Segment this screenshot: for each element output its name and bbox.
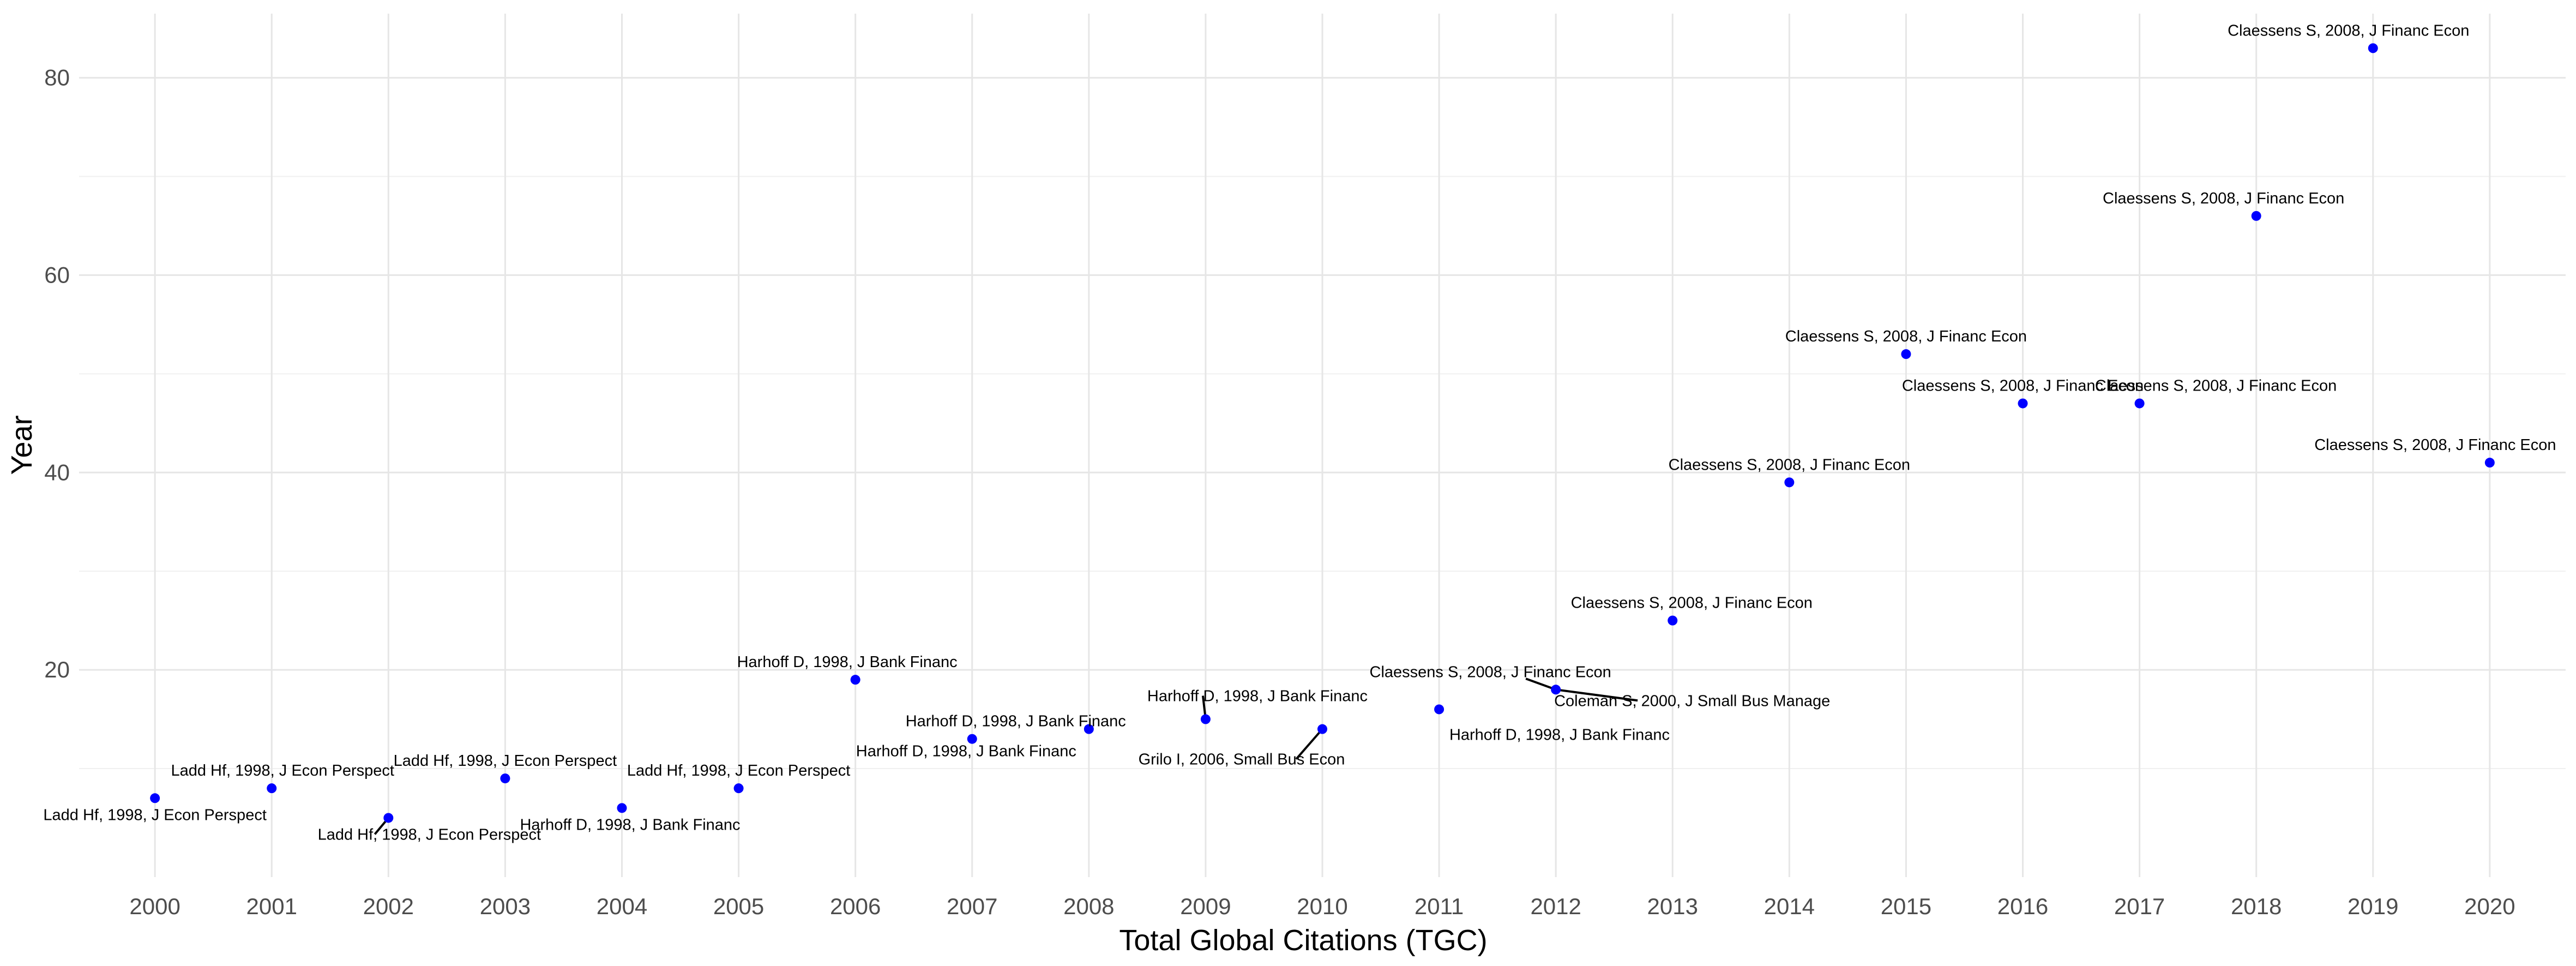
data-point <box>1668 615 1678 626</box>
x-tick-label: 2017 <box>2114 893 2165 919</box>
x-tick-label: 2013 <box>1647 893 1698 919</box>
x-tick-label: 2018 <box>2231 893 2282 919</box>
data-point <box>150 793 160 803</box>
point-label: Grilo I, 2006, Small Bus Econ <box>1139 751 1345 769</box>
point-label: Ladd Hf, 1998, J Econ Perspect <box>43 806 266 824</box>
x-tick-label: 2003 <box>480 893 531 919</box>
y-tick-label: 60 <box>44 262 70 287</box>
x-tick-label: 2004 <box>597 893 647 919</box>
x-tick-label: 2019 <box>2348 893 2398 919</box>
data-point <box>1317 724 1327 734</box>
x-tick-label: 2008 <box>1063 893 1114 919</box>
point-label: Ladd Hf, 1998, J Econ Perspect <box>318 826 541 843</box>
leader-line <box>1525 677 1556 691</box>
y-axis-ticks: 20 40 60 80 <box>44 65 70 682</box>
point-label: Ladd Hf, 1998, J Econ Perspect <box>627 762 850 779</box>
data-points <box>150 43 2495 823</box>
point-label: Coleman S, 2000, J Small Bus Manage <box>1554 692 1830 710</box>
x-axis-ticks: 2000 2001 2002 2003 2004 2005 2006 2007 2008 2009… <box>129 893 2515 919</box>
y-tick-label: 80 <box>44 65 70 91</box>
x-tick-label: 2006 <box>830 893 881 919</box>
x-tick-label: 2007 <box>947 893 997 919</box>
data-point <box>1200 714 1211 724</box>
y-axis-title: Year <box>5 415 38 475</box>
data-point <box>2368 43 2378 53</box>
data-point <box>850 675 860 685</box>
point-label: Claessens S, 2008, J Financ Econ <box>1370 663 1611 681</box>
x-tick-label: 2011 <box>1415 893 1464 919</box>
point-label: Claessens S, 2008, J Financ Econ <box>1571 595 1813 612</box>
data-point <box>2251 211 2261 221</box>
x-tick-label: 2009 <box>1180 893 1231 919</box>
x-tick-label: 2010 <box>1297 893 1347 919</box>
y-tick-label: 20 <box>44 657 70 682</box>
x-tick-label: 2020 <box>2464 893 2515 919</box>
data-point <box>967 734 977 744</box>
data-point <box>267 783 277 794</box>
point-label: Claessens S, 2008, J Financ Econ <box>2228 22 2469 39</box>
data-point <box>1084 724 1094 734</box>
x-axis-title: Total Global Citations (TGC) <box>1119 924 1487 957</box>
leader-line <box>1555 688 1638 702</box>
x-tick-label: 2015 <box>1881 893 1931 919</box>
x-tick-label: 2014 <box>1764 893 1815 919</box>
data-point <box>1784 477 1795 488</box>
data-point <box>1901 349 1911 359</box>
point-label: Harhoff D, 1998, J Bank Financ <box>856 743 1076 760</box>
point-label: Harhoff D, 1998, J Bank Financ <box>520 816 740 833</box>
leader-line <box>1295 728 1323 760</box>
data-point <box>2134 398 2145 409</box>
data-point <box>617 803 627 813</box>
grid-lines <box>79 14 2566 877</box>
x-tick-label: 2002 <box>363 893 414 919</box>
point-label: Harhoff D, 1998, J Bank Financ <box>737 653 958 671</box>
data-point <box>1434 704 1445 715</box>
data-point <box>383 813 394 823</box>
point-label: Claessens S, 2008, J Financ Econ <box>1902 377 2144 395</box>
point-label: Ladd Hf, 1998, J Econ Perspect <box>171 762 394 779</box>
x-tick-label: 2000 <box>129 893 180 919</box>
x-tick-label: 2016 <box>1997 893 2048 919</box>
data-point <box>733 783 744 794</box>
point-label: Ladd Hf, 1998, J Econ Perspect <box>394 752 617 770</box>
point-label: Claessens S, 2008, J Financ Econ <box>2314 436 2556 454</box>
point-label: Claessens S, 2008, J Financ Econ <box>2095 377 2337 395</box>
point-label: Claessens S, 2008, J Financ Econ <box>1669 456 1910 473</box>
data-point <box>2018 398 2028 409</box>
point-label: Harhoff D, 1998, J Bank Financ <box>1147 688 1368 705</box>
point-label: Harhoff D, 1998, J Bank Financ <box>906 713 1126 730</box>
x-tick-label: 2012 <box>1530 893 1581 919</box>
data-point <box>1551 685 1561 695</box>
point-label: Harhoff D, 1998, J Bank Financ <box>1449 727 1670 744</box>
point-label: Claessens S, 2008, J Financ Econ <box>2103 190 2344 207</box>
x-tick-label: 2005 <box>713 893 764 919</box>
point-label: Claessens S, 2008, J Financ Econ <box>1785 328 2027 345</box>
y-tick-label: 40 <box>44 459 70 485</box>
data-point <box>500 773 510 784</box>
x-tick-label: 2001 <box>246 893 297 919</box>
data-point <box>2484 458 2495 468</box>
